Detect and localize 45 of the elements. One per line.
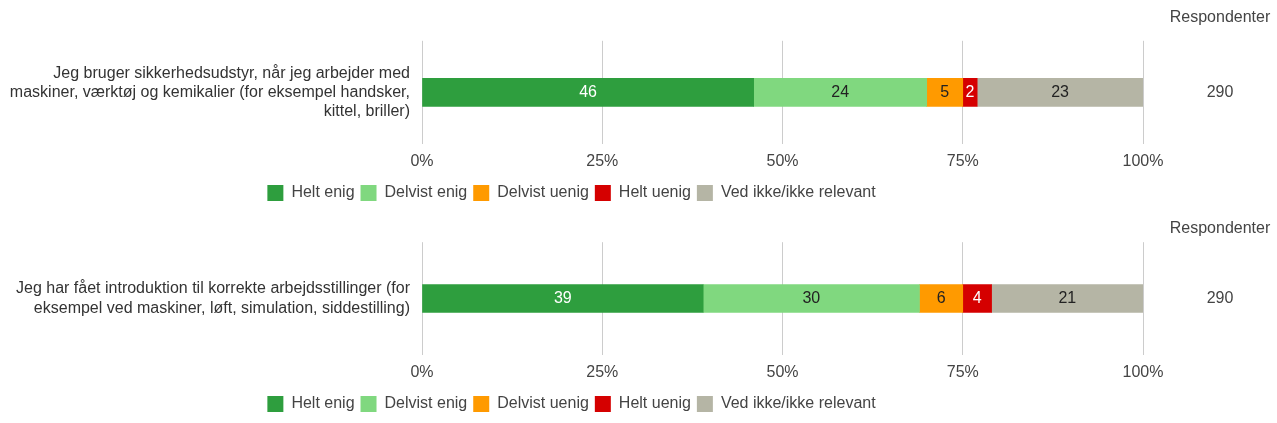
data-label: 21 <box>1058 288 1077 306</box>
bar <box>753 77 928 107</box>
text: Respondenter <box>1169 219 1271 237</box>
data-label: 6 <box>936 288 946 306</box>
legend-label: Delvist uenig <box>497 183 589 201</box>
bar <box>422 77 754 107</box>
legend-label: Helt uenig <box>618 394 691 412</box>
data-label: 24 <box>831 82 850 100</box>
x-tick-label: 75% <box>946 151 979 169</box>
data-label: 4 <box>972 288 982 306</box>
bar <box>422 284 704 313</box>
bar <box>702 284 920 313</box>
x-tick-label: 0% <box>410 362 434 380</box>
data-label: 23 <box>1051 82 1070 100</box>
x-tick-label: 25% <box>586 362 619 380</box>
bar <box>919 284 964 313</box>
x-tick-label: 50% <box>766 151 799 169</box>
x-tick-label: 100% <box>1122 362 1164 380</box>
y-tick-label: Jeg har fået introduktion til korrekte arbejdsstillinger (for eksempel ved maskiner, løft, simulation, siddestilling) <box>16 279 411 316</box>
data-label: 2 <box>965 82 975 100</box>
legend-label: Delvist enig <box>384 183 468 201</box>
text: 290 <box>1206 288 1234 306</box>
data-label: 5 <box>940 82 950 100</box>
legend-label: Ved ikke/ikke relevant <box>720 183 877 201</box>
text: Respondenter <box>1169 8 1271 26</box>
legend-label: Helt enig <box>291 394 355 412</box>
bar <box>962 284 992 313</box>
legend-label: Helt uenig <box>618 183 691 201</box>
text: 290 <box>1206 82 1234 100</box>
x-tick-label: 75% <box>946 362 979 380</box>
bar <box>991 284 1143 313</box>
x-tick-label: 0% <box>410 151 434 169</box>
x-tick-label: 25% <box>586 151 619 169</box>
data-label: 39 <box>553 288 572 306</box>
x-tick-label: 50% <box>766 362 799 380</box>
data-label: 46 <box>579 82 598 100</box>
data-label: 30 <box>802 288 821 306</box>
legend-label: Delvist enig <box>384 394 468 412</box>
x-tick-label: 100% <box>1122 151 1164 169</box>
legend-label: Helt enig <box>291 183 355 201</box>
y-tick-label: Jeg bruger sikkerhedsudstyr, når jeg arbejder med maskiner, værktøj og kemikalier (for eksempel handsker, kittel, briller) <box>9 63 410 119</box>
legend-label: Delvist uenig <box>497 394 589 412</box>
legend-label: Ved ikke/ikke relevant <box>720 394 877 412</box>
bar <box>926 77 964 107</box>
bar <box>976 77 1143 107</box>
